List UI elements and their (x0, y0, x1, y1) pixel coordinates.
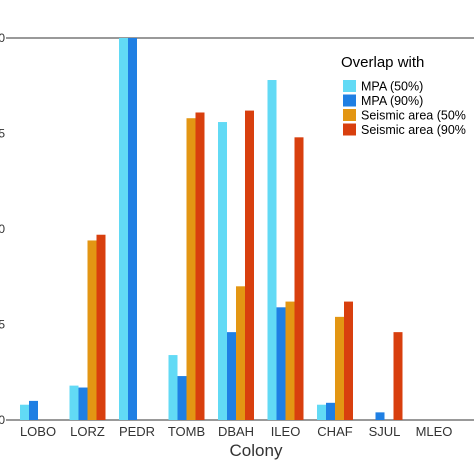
bar-pedr-series-2 (128, 38, 137, 420)
bar-chaf-series-2 (326, 402, 335, 420)
legend-label-1: MPA (50%) (361, 80, 423, 94)
y-tick-label: 0 (0, 31, 5, 45)
legend-label-3: Seismic area (50% (361, 109, 466, 123)
bar-ileo-series-1 (267, 80, 277, 421)
x-axis-title: Colony (230, 441, 283, 460)
legend: Overlap with MPA (50%)MPA (90%)Seismic a… (341, 54, 466, 137)
y-tick-label: 0 (0, 413, 5, 427)
bar-lorz-series-2 (78, 387, 88, 420)
bar-ileo-series-4 (294, 137, 304, 420)
legend-swatch-3 (343, 109, 356, 121)
bar-pedr-series-1 (119, 38, 128, 420)
x-tick-label-chaf: CHAF (317, 424, 352, 439)
legend-swatch-2 (343, 94, 356, 107)
y-tick-labels: 0 ,5 0 ,5 0 (0, 31, 5, 427)
legend-label-4: Seismic area (90% (361, 123, 466, 137)
bar-chaf-series-4 (344, 301, 353, 420)
bar-lorz-series-4 (96, 234, 106, 420)
bar-tomb-series-4 (195, 112, 205, 421)
x-tick-label-tomb: TOMB (168, 424, 205, 439)
bar-dbah-series-2 (227, 332, 236, 420)
legend-swatch-4 (343, 123, 356, 136)
bar-chaf-series-1 (317, 404, 326, 420)
bar-sjul-series-2 (375, 412, 385, 420)
bar-dbah-series-1 (218, 122, 227, 420)
x-tick-label-dbah: DBAH (218, 424, 254, 439)
y-tick-label: ,5 (0, 318, 5, 332)
bar-tomb-series-1 (168, 355, 178, 420)
x-tick-labels: LOBOLORZPEDRTOMBDBAHILEOCHAFSJULMLEOV (20, 424, 453, 439)
bar-sjul-series-4 (393, 332, 403, 420)
x-tick-label-sjul: SJUL (369, 424, 401, 439)
x-tick-label-mleo: MLEO (416, 424, 453, 439)
x-tick-label-pedr: PEDR (119, 424, 155, 439)
x-tick-label-ileo: ILEO (271, 424, 301, 439)
bar-lorz-series-3 (87, 240, 97, 420)
legend-swatch-1 (343, 80, 356, 92)
bar-tomb-series-2 (177, 376, 187, 420)
bar-chaf-series-3 (335, 316, 344, 420)
bar-dbah-series-3 (236, 286, 245, 420)
x-tick-label-lorz: LORZ (70, 424, 105, 439)
bar-lobo-series-2 (29, 400, 38, 420)
y-tick-label: 0 (0, 222, 5, 236)
bar-dbah-series-4 (245, 110, 254, 420)
bar-lorz-series-1 (69, 385, 79, 420)
y-tick-label: ,5 (0, 127, 5, 141)
bar-ileo-series-2 (276, 307, 286, 420)
bars (20, 38, 403, 421)
bar-lobo-series-1 (20, 404, 29, 420)
bar-ileo-series-3 (285, 301, 295, 420)
x-tick-label-lobo: LOBO (20, 424, 56, 439)
legend-label-2: MPA (90%) (361, 94, 423, 108)
legend-title: Overlap with (341, 54, 424, 71)
bar-tomb-series-3 (186, 118, 196, 420)
